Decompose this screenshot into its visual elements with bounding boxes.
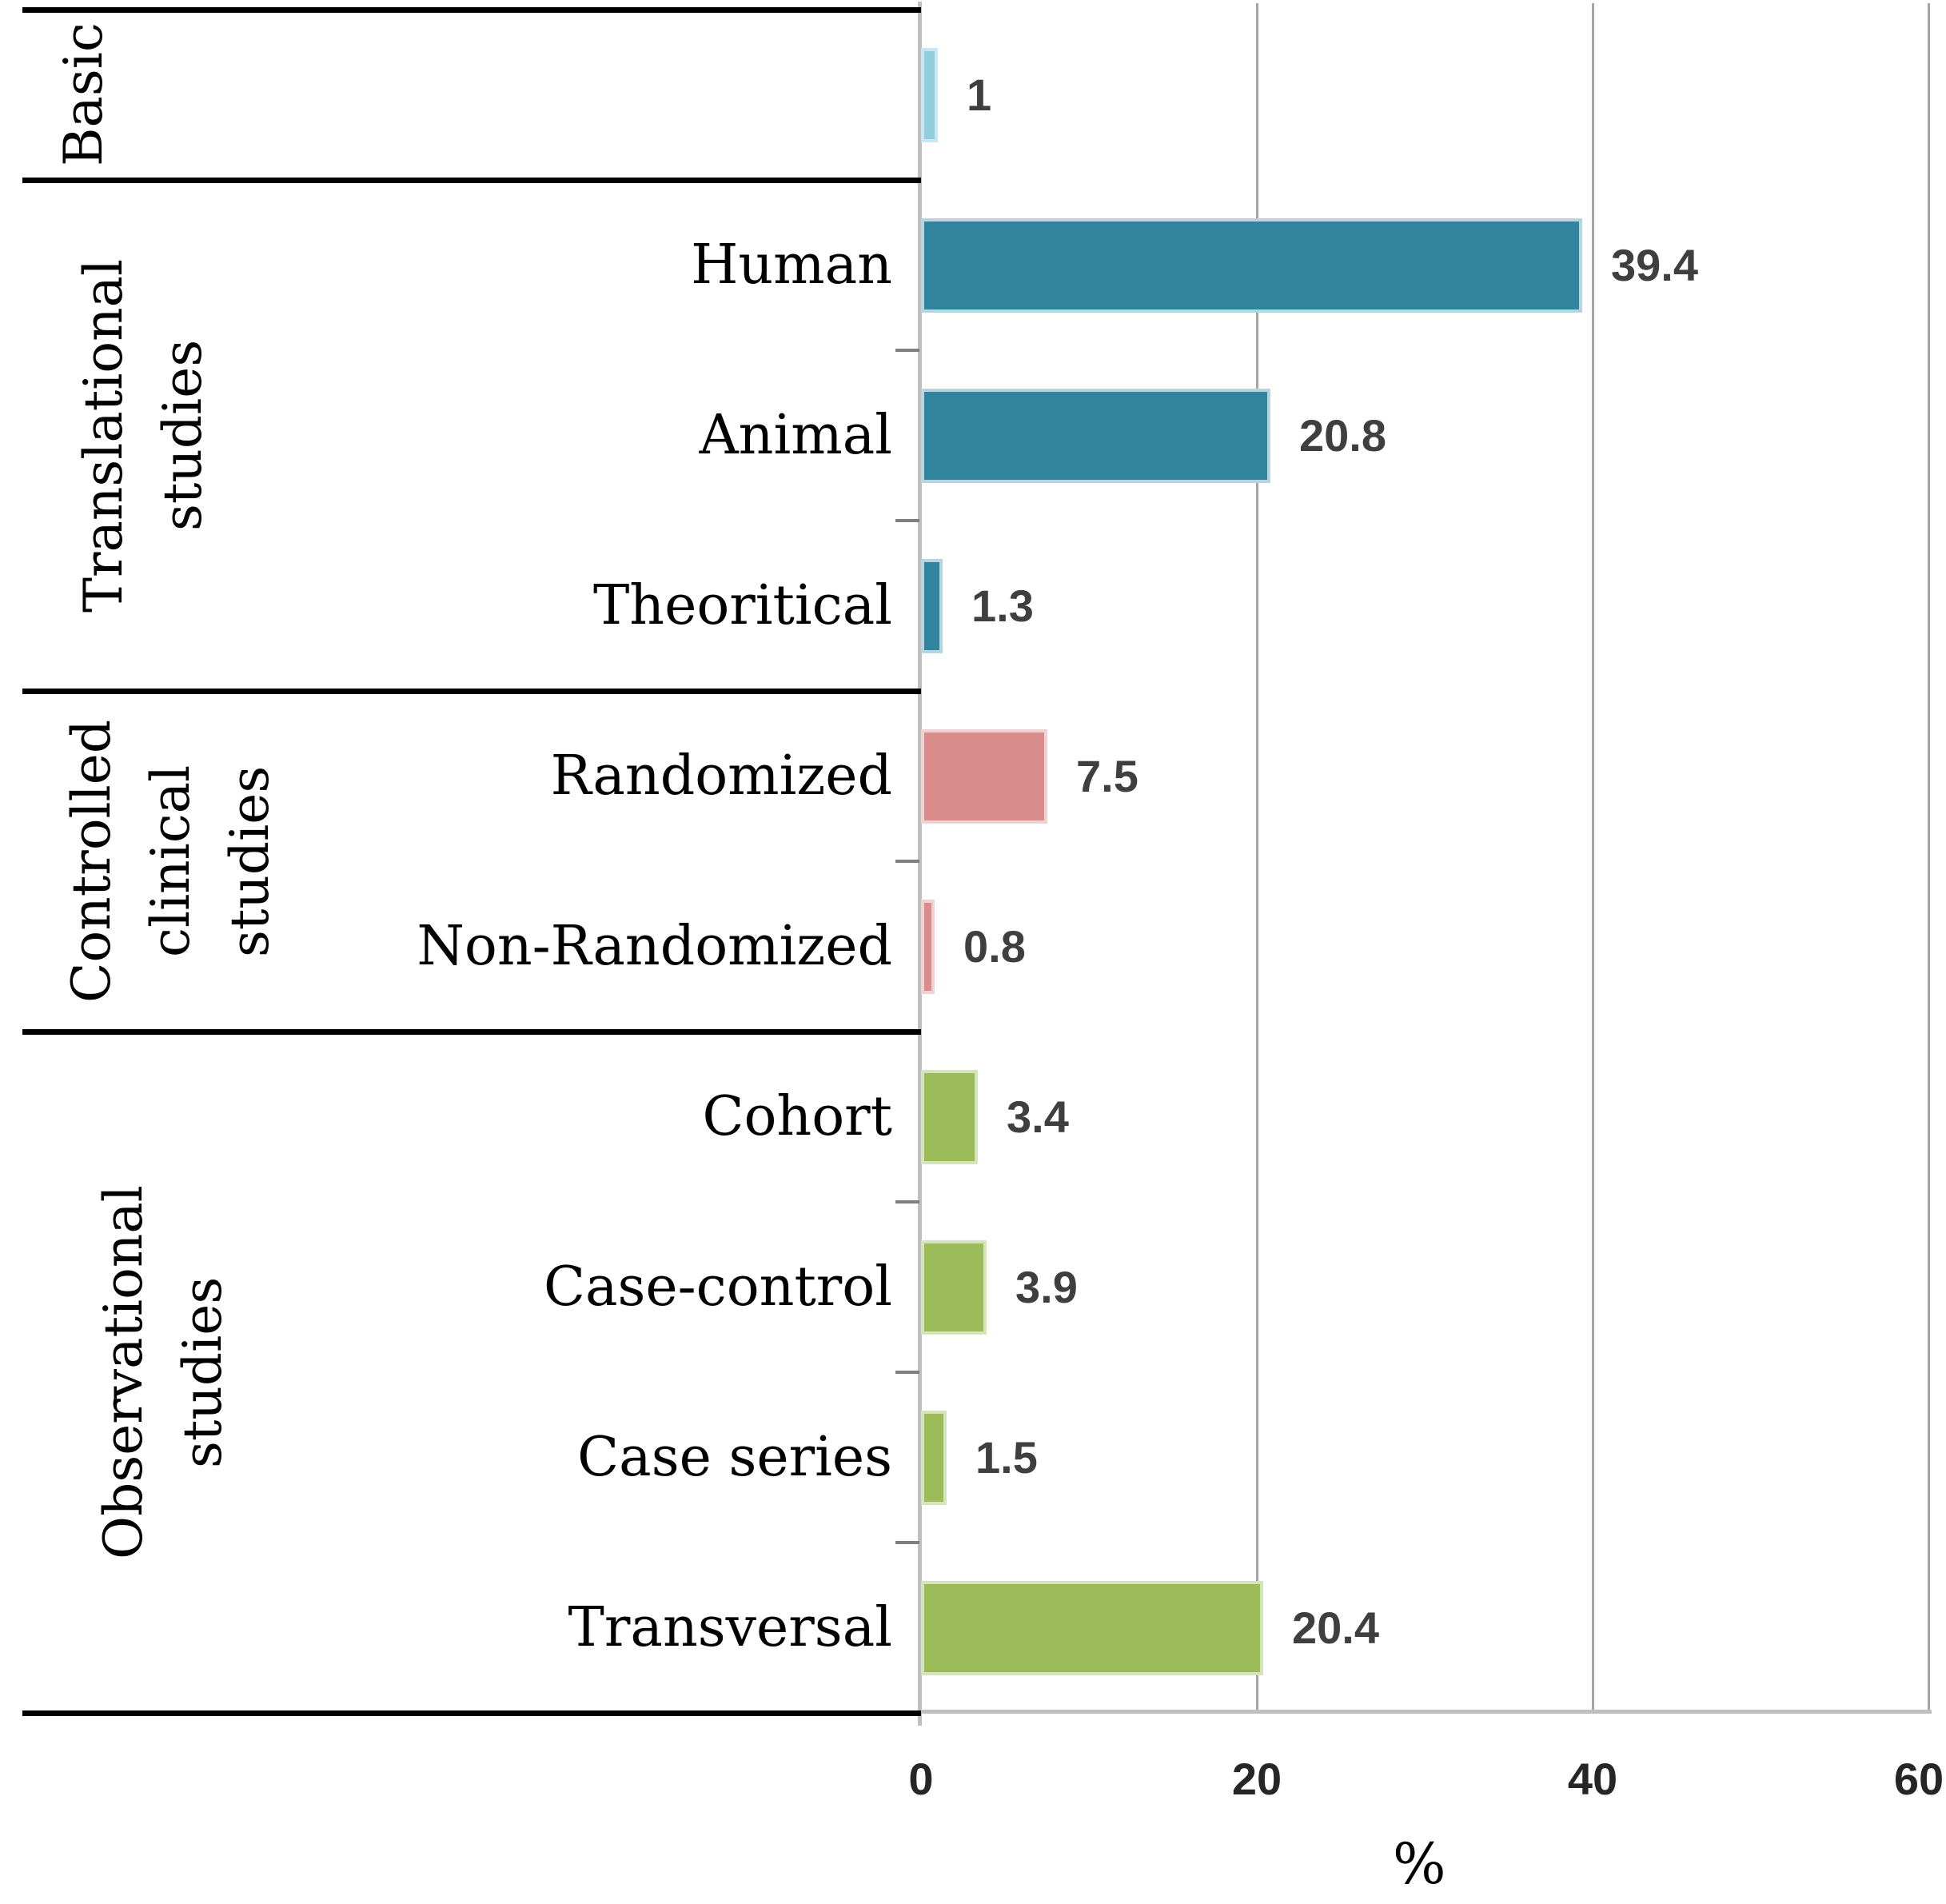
bar-basic [921,48,938,142]
axis-tick-mark [895,860,919,863]
value-label-animal: 20.8 [1299,410,1386,461]
category-label-animal: Animal [699,404,892,467]
value-label-basic: 1 [967,70,992,120]
value-label-non-randomized: 0.8 [963,921,1026,972]
bar-transversal [921,1581,1263,1675]
category-label-human: Human [691,234,892,297]
axis-tick-mark [895,1371,919,1374]
bar-theoritical [921,559,943,653]
value-label-case-control: 3.9 [1015,1262,1078,1312]
value-label-theoritical: 1.3 [971,581,1034,631]
gridline-x-20 [1256,3,1258,1711]
value-label-human: 39.4 [1611,240,1698,290]
axis-tick-mark [895,519,919,522]
bar-human [921,218,1582,313]
x-tick-label-0: 0 [908,1754,934,1804]
group-separator-line [22,689,921,694]
group-separator-line [22,1029,921,1035]
gridline-x-40 [1592,3,1594,1711]
bar-case-control [921,1240,987,1335]
bar-animal [921,389,1270,483]
value-label-transversal: 20.4 [1292,1603,1379,1653]
group-separator-line [22,178,921,183]
bar-case-series [921,1411,947,1505]
axis-tick-mark [895,1541,919,1544]
category-label-case-control: Case-control [543,1255,892,1319]
axis-tick-mark [895,1200,919,1203]
category-label-case-series: Case series [577,1426,892,1489]
x-axis-line [919,1710,1932,1714]
bar-cohort [921,1070,978,1164]
bar-non-randomized [921,900,935,994]
group-label-translational-studies: Translational studies [73,258,213,613]
y-axis-line [918,2,922,1726]
bar-randomized [921,729,1047,824]
x-tick-label-40: 40 [1567,1754,1618,1804]
value-label-case-series: 1.5 [975,1432,1038,1483]
category-label-theoritical: Theoritical [592,574,892,637]
group-label-basic: Basic [53,22,114,167]
value-label-randomized: 7.5 [1076,751,1138,801]
value-label-cohort: 3.4 [1007,1092,1069,1142]
x-axis-title: % [1393,1831,1446,1897]
category-label-non-randomized: Non-Randomized [417,915,892,978]
group-separator-line [22,1710,921,1716]
gridline-x-60 [1928,3,1930,1711]
category-label-cohort: Cohort [702,1085,892,1148]
group-label-observational-studies: Observational studies [93,1185,233,1559]
group-separator-line [22,7,921,13]
x-tick-label-20: 20 [1231,1754,1282,1804]
category-label-transversal: Transversal [568,1596,892,1659]
x-tick-label-60: 60 [1893,1754,1944,1804]
category-label-randomized: Randomized [550,744,892,808]
group-label-controlled-clinical-studies: Controlled clinical studies [61,719,281,1004]
axis-tick-mark [895,349,919,352]
